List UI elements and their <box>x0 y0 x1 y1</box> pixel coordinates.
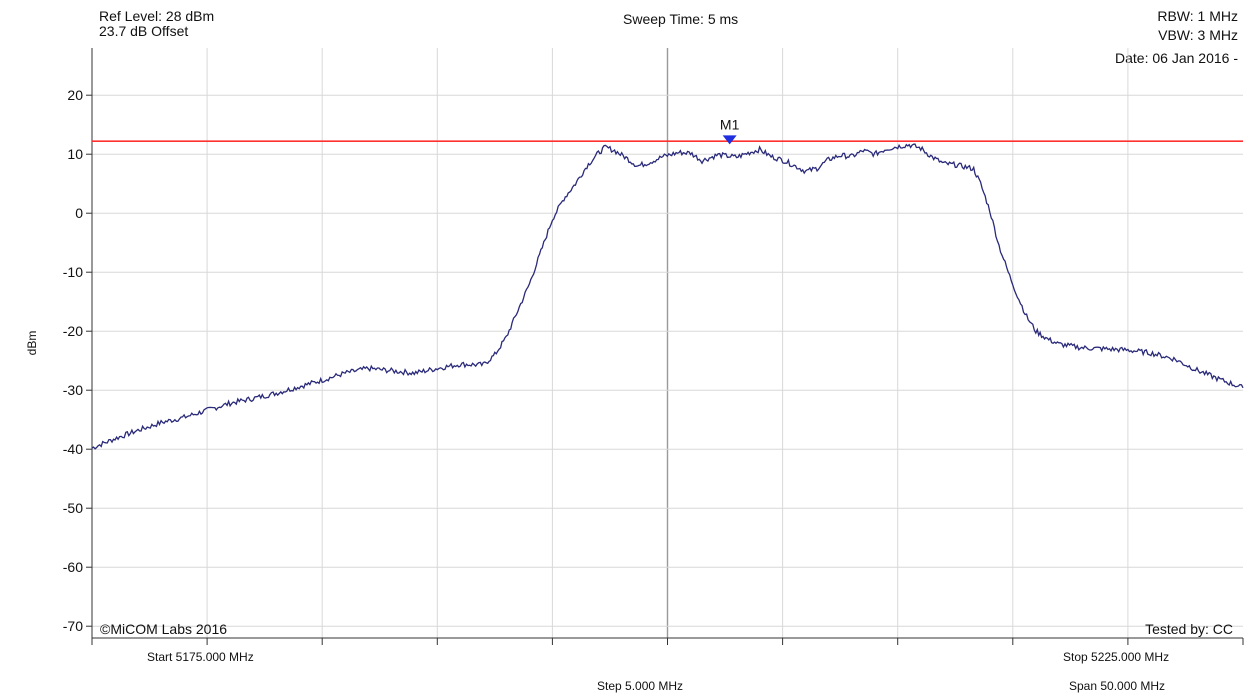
vbw-label: VBW: 3 MHz <box>1158 27 1238 43</box>
y-tick-label: -50 <box>63 500 83 516</box>
step-label: Step 5.000 MHz <box>597 679 684 693</box>
axes: 20 10 0 -10 -20 -30 -40 -50 -60 -70 <box>63 48 1244 645</box>
span-label: Span 50.000 MHz <box>1069 679 1166 693</box>
y-tick-label: -60 <box>63 559 83 575</box>
offset-label: 23.7 dB Offset <box>99 23 189 39</box>
stop-frequency-label: Stop 5225.000 MHz <box>1063 650 1170 664</box>
marker-m1-icon[interactable] <box>722 135 737 145</box>
marker-m1-label: M1 <box>720 116 740 132</box>
copyright-label: ©MiCOM Labs 2016 <box>100 621 227 637</box>
y-tick-label: 0 <box>75 205 83 221</box>
sweep-time-label: Sweep Time: 5 ms <box>623 11 739 27</box>
y-tick-label: -40 <box>63 441 83 457</box>
y-axis-label: dBm <box>25 331 39 356</box>
ref-level-label: Ref Level: 28 dBm <box>99 8 215 24</box>
spectrum-trace <box>91 143 1244 450</box>
y-tick-label: -20 <box>63 323 83 339</box>
rbw-label: RBW: 1 MHz <box>1157 8 1238 24</box>
y-tick-label: 20 <box>67 87 83 103</box>
y-tick-label: -10 <box>63 264 83 280</box>
y-tick-label: -30 <box>63 382 83 398</box>
y-tick-label: 10 <box>67 146 83 162</box>
grid <box>92 48 1243 638</box>
start-frequency-label: Start 5175.000 MHz <box>147 650 254 664</box>
y-tick-label: -70 <box>63 618 83 634</box>
tested-by-label: Tested by: CC <box>1145 621 1233 637</box>
date-label: Date: 06 Jan 2016 - <box>1115 50 1238 66</box>
